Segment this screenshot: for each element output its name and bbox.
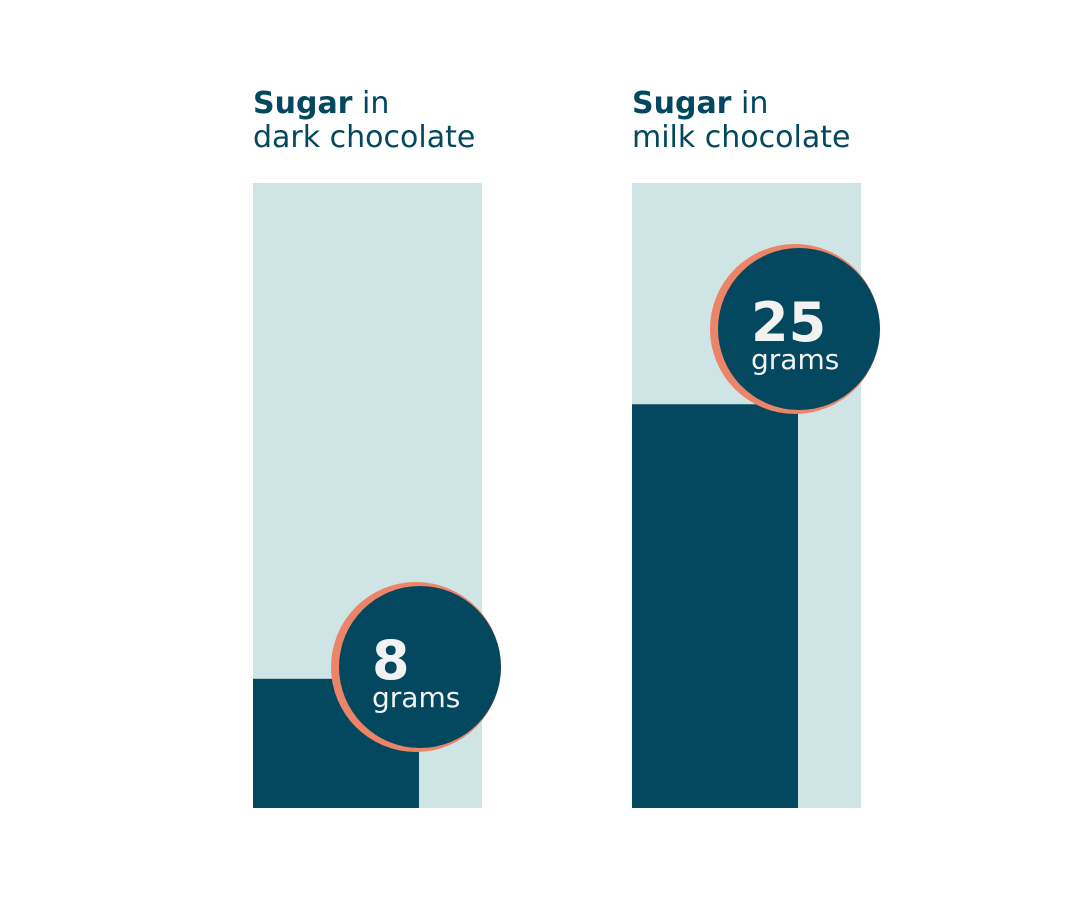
- panel-title-line2: milk chocolate: [632, 120, 850, 155]
- panel-title: Sugar in: [632, 86, 768, 121]
- panel-title-bold: Sugar: [632, 86, 732, 121]
- panel-title-space: [352, 86, 362, 121]
- unit-label: grams: [751, 343, 839, 376]
- value-label: 8: [372, 629, 410, 692]
- panel-title-space: [731, 86, 741, 121]
- panel-title-rest: in: [741, 86, 768, 121]
- value-label: 25: [751, 291, 826, 354]
- panel-title-line2: dark chocolate: [253, 120, 475, 155]
- panel-title-rest: in: [362, 86, 389, 121]
- value-badge: [718, 248, 880, 410]
- bar: [632, 404, 798, 808]
- value-badge: [339, 586, 501, 748]
- unit-label: grams: [372, 681, 460, 714]
- panel-title: Sugar in: [253, 86, 389, 121]
- panel-title-bold: Sugar: [253, 86, 353, 121]
